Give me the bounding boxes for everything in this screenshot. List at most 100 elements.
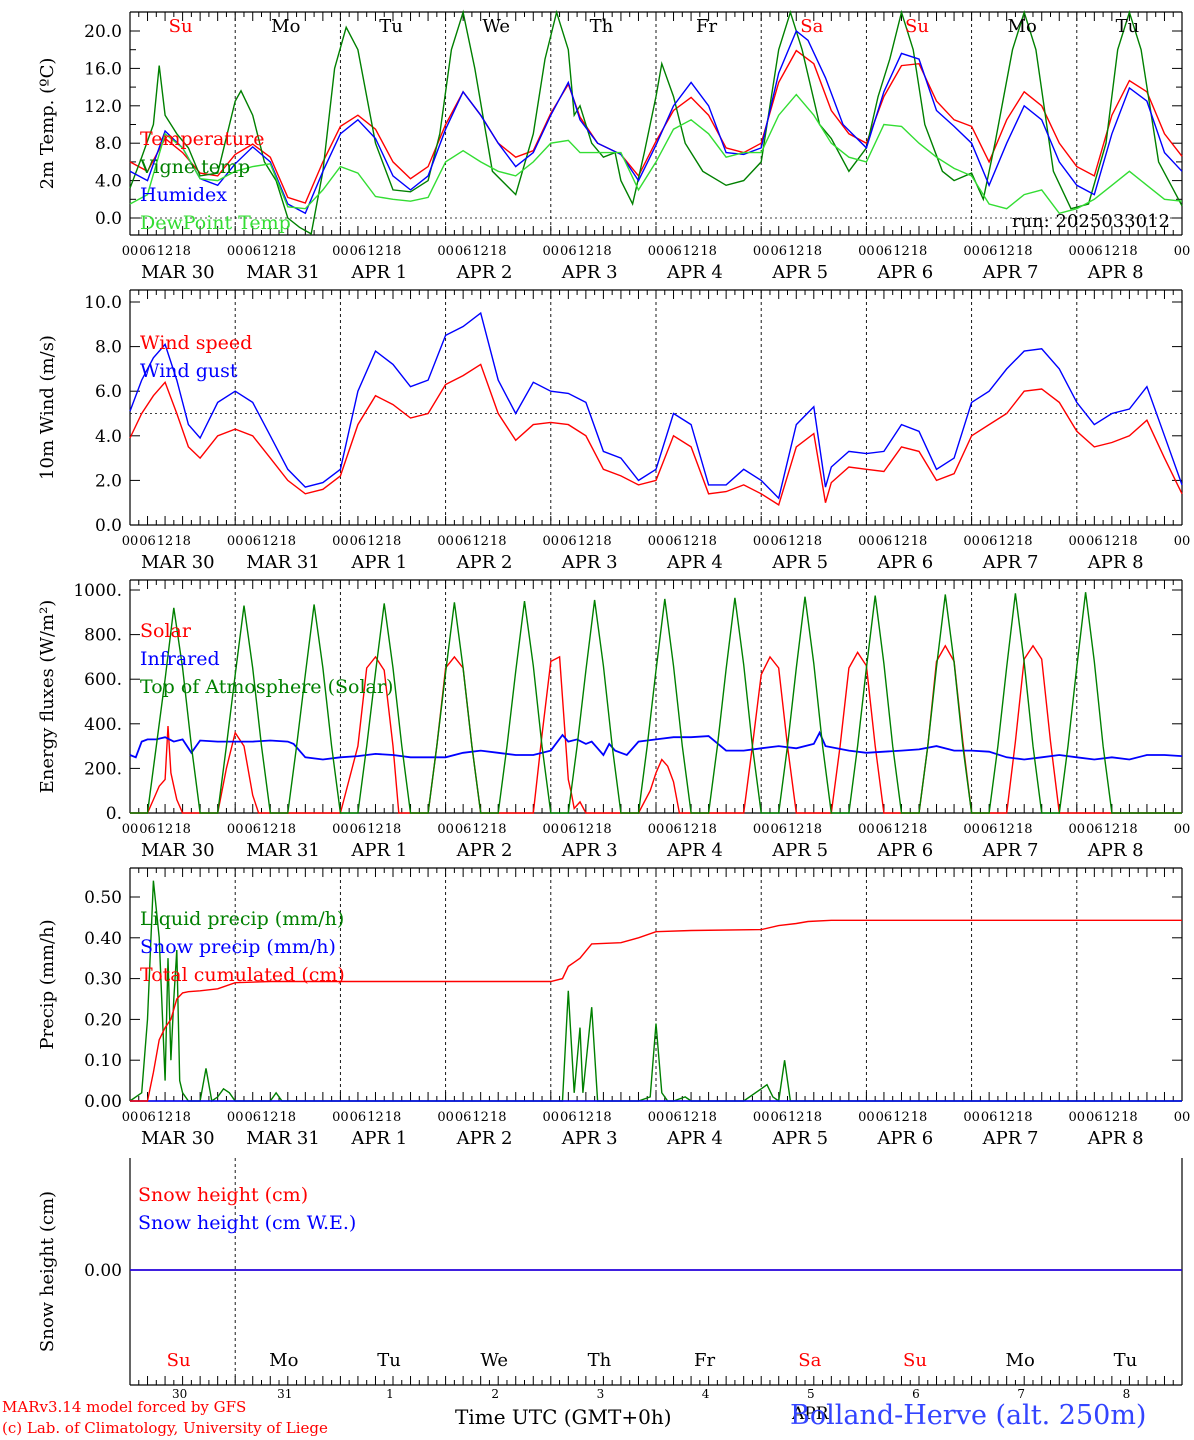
hour-label: 12: [998, 534, 1015, 549]
hour-label: 18: [806, 244, 823, 259]
date-label: APR 5: [771, 840, 828, 861]
day-name-top: We: [482, 16, 510, 37]
hour-label: 18: [385, 822, 402, 837]
date-label: MAR 31: [246, 262, 320, 283]
y-tick-label: 20.0: [84, 22, 122, 42]
hour-label: 18: [595, 244, 612, 259]
date-label: APR 8: [1087, 840, 1144, 861]
hour-label: 18: [174, 822, 191, 837]
date-label: APR 6: [876, 552, 933, 573]
hour-label: 18: [280, 534, 297, 549]
run-label: run: 2025033012: [1012, 211, 1170, 232]
day-number: 7: [1017, 1387, 1025, 1401]
series-line-1: [129, 49, 1183, 204]
hour-label: 06: [560, 534, 577, 549]
y-axis-label: Snow height (cm): [37, 1191, 58, 1352]
series-line-4: [129, 93, 1183, 215]
hour-label: 06: [770, 244, 787, 259]
hour-label: 18: [806, 534, 823, 549]
hour-label: 18: [911, 822, 928, 837]
date-label: MAR 30: [141, 840, 215, 861]
hour-label: 00: [753, 244, 770, 259]
hour-label: 18: [911, 1110, 928, 1125]
y-tick-label: 0.: [106, 804, 122, 824]
hour-label: 12: [578, 822, 595, 837]
hour-label: 18: [1016, 822, 1033, 837]
series-line-2: [129, 730, 1183, 761]
hour-label: 12: [998, 1110, 1015, 1125]
legend-entry: DewPoint Temp: [140, 212, 291, 234]
hour-label: 12: [472, 534, 489, 549]
month-label: APR: [792, 1404, 829, 1424]
panel-2: 0.0 2.0 4.0 6.0 8.0 10.0 10m Wind (m/s) Wind sp…: [37, 289, 1190, 573]
y-tick-label: 0.40: [84, 929, 122, 949]
hour-label: 00: [227, 244, 244, 259]
hour-label: 00: [543, 1110, 560, 1125]
hour-label: 12: [262, 1110, 279, 1125]
y-tick-label: 0.10: [84, 1051, 122, 1071]
hour-label: 12: [262, 822, 279, 837]
day-number: 1: [386, 1387, 394, 1401]
hour-label: 00: [437, 1110, 454, 1125]
series-line-3: [129, 29, 1183, 215]
hour-label: 18: [280, 244, 297, 259]
hour-label: 12: [157, 244, 174, 259]
date-label: MAR 31: [246, 1128, 320, 1149]
hour-label: 12: [578, 534, 595, 549]
hour-label: 12: [367, 534, 384, 549]
hour-label: 18: [1016, 534, 1033, 549]
hour-label: 18: [700, 822, 717, 837]
date-label: APR 6: [876, 1128, 933, 1149]
hour-label: 12: [367, 244, 384, 259]
hour-label: 18: [806, 822, 823, 837]
date-label: APR 7: [982, 1128, 1039, 1149]
hour-label: 12: [683, 822, 700, 837]
date-label: APR 7: [982, 262, 1039, 283]
date-label: APR 2: [456, 840, 513, 861]
hour-label: 12: [262, 534, 279, 549]
legend-entry: Vigne temp: [139, 156, 250, 178]
hour-label: 06: [455, 1110, 472, 1125]
hour-label: 12: [1104, 534, 1121, 549]
hour-label: 06: [455, 244, 472, 259]
hour-label: 06: [770, 1110, 787, 1125]
hour-label: 00: [227, 534, 244, 549]
legend-entry: Temperature: [140, 128, 264, 150]
date-label: MAR 30: [141, 552, 215, 573]
hour-label: 06: [981, 534, 998, 549]
hour-label: 18: [490, 822, 507, 837]
date-label: APR 3: [561, 262, 618, 283]
y-tick-label: 0.50: [84, 888, 122, 908]
hour-label: 18: [700, 534, 717, 549]
hour-label: 00: [1069, 534, 1086, 549]
date-label: APR 1: [350, 262, 407, 283]
day-name-top: Sa: [800, 16, 823, 37]
day-number: 8: [1123, 1387, 1131, 1401]
day-number: 2: [491, 1387, 499, 1401]
hour-label: 12: [157, 1110, 174, 1125]
date-label: MAR 31: [246, 840, 320, 861]
legend-entry: Total cumulated (cm): [140, 964, 345, 986]
hour-label: 00: [543, 534, 560, 549]
y-tick-label: 4.0: [95, 427, 122, 447]
y-axis-label: Precip (mm/h): [37, 919, 58, 1049]
series-line-1: [129, 363, 1183, 506]
date-label: APR 4: [666, 552, 723, 573]
legend-entry: Top of Atmosphere (Solar): [140, 676, 393, 698]
hour-label: 06: [876, 534, 893, 549]
y-tick-label: 16.0: [84, 59, 122, 79]
date-label: APR 2: [456, 262, 513, 283]
day-number: 31: [277, 1387, 292, 1401]
y-tick-label: 800.: [84, 626, 122, 646]
hour-label: 18: [385, 244, 402, 259]
day-name-bottom: Fr: [694, 1350, 715, 1371]
date-label: APR 5: [771, 552, 828, 573]
hour-label: 18: [280, 1110, 297, 1125]
day-name-top: Tu: [1116, 16, 1140, 37]
hour-label: 00: [753, 822, 770, 837]
legend-entry: Liquid precip (mm/h): [140, 908, 344, 930]
hour-label: 12: [998, 244, 1015, 259]
panel-4: 0.00 0.10 0.20 0.30 0.40 0.50 Precip (mm/h) Liq…: [37, 867, 1190, 1149]
hour-label: 12: [472, 244, 489, 259]
